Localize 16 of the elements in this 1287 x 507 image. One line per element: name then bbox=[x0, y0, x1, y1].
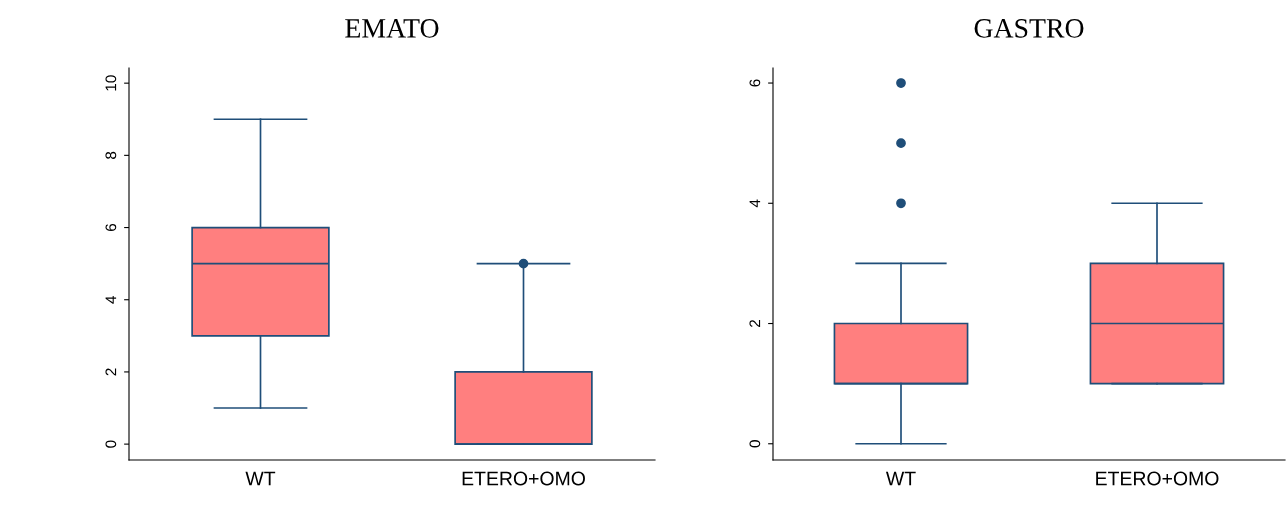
y-tick-label: 6 bbox=[749, 79, 761, 87]
y-tick-label: 8 bbox=[105, 151, 117, 159]
y-tick-label: 2 bbox=[105, 368, 117, 376]
y-tick-label: 6 bbox=[105, 223, 117, 232]
x-tick-label: WT bbox=[885, 471, 916, 486]
x-tick-label: WT bbox=[245, 471, 276, 486]
y-tick-label: 2 bbox=[749, 320, 761, 327]
y-tick-label: 4 bbox=[105, 295, 117, 304]
x-tick-label: ETERO+OMO bbox=[1096, 471, 1219, 486]
y-tick-label: 0 bbox=[749, 440, 761, 448]
y-tick-label: 0 bbox=[105, 440, 117, 448]
x-tick-label: ETERO+OMO bbox=[462, 471, 585, 486]
chart-title: GASTRO bbox=[974, 19, 1084, 38]
chart-title: EMATO bbox=[345, 19, 439, 38]
y-tick-label: 4 bbox=[749, 199, 761, 208]
y-tick-label: 10 bbox=[105, 75, 117, 91]
